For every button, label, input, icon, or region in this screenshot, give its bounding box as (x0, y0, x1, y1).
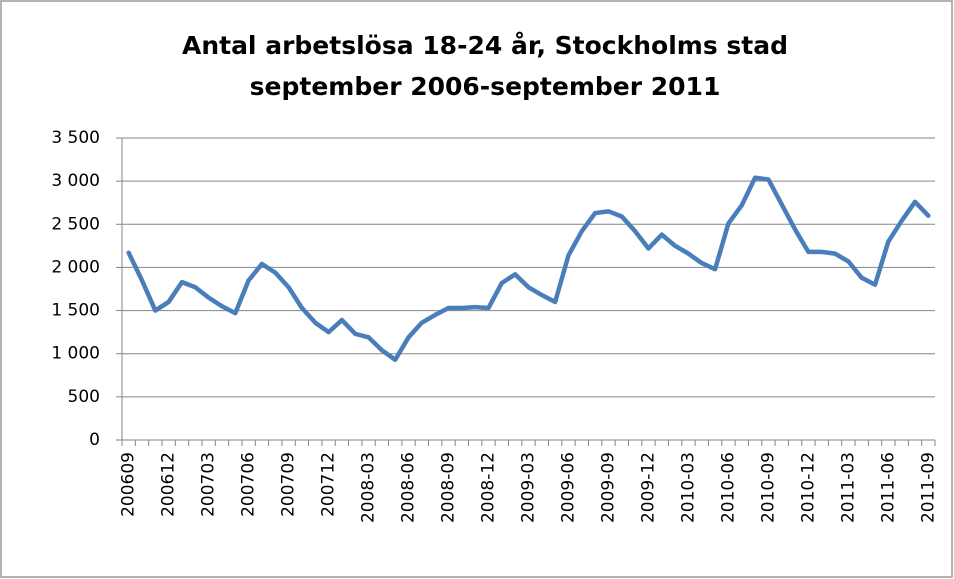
y-tick-label: 3 000 (51, 171, 100, 191)
x-tick-label: 2010-12 (798, 452, 818, 523)
x-tick-label: 2010-03 (678, 452, 698, 523)
x-tick-label: 200609 (119, 452, 139, 517)
x-tick-label: 200709 (279, 452, 299, 517)
x-tick-label: 200712 (319, 452, 339, 517)
x-tick-label: 2009-12 (638, 452, 658, 523)
chart-title: Antal arbetslösa 18-24 år, Stockholms st… (182, 31, 788, 60)
y-tick-label: 0 (89, 430, 100, 450)
x-tick-label: 2009-06 (558, 452, 578, 523)
x-tick-label: 2008-12 (479, 452, 499, 523)
y-tick-label: 2 000 (51, 257, 100, 277)
chart-subtitle: september 2006-september 2011 (250, 72, 721, 101)
x-tick-label: 2008-09 (439, 452, 459, 523)
x-tick-label: 200612 (159, 452, 179, 517)
x-tick-label: 2011-09 (918, 452, 938, 523)
y-tick-label: 3 500 (51, 128, 100, 148)
x-tick-label: 2010-06 (718, 452, 738, 523)
y-tick-label: 2 500 (51, 214, 100, 234)
x-tick-label: 200706 (239, 452, 259, 517)
x-tick-label: 2010-09 (758, 452, 778, 523)
x-tick-label: 2009-03 (519, 452, 539, 523)
x-tick-label: 2011-06 (878, 452, 898, 523)
x-tick-label: 2008-03 (359, 452, 379, 523)
data-line (126, 175, 931, 362)
y-tick-label: 1 000 (51, 344, 100, 364)
x-tick-label: 200703 (199, 452, 219, 517)
y-tick-label: 500 (68, 387, 100, 407)
x-tick-label: 2009-09 (598, 452, 618, 523)
y-tick-label: 1 500 (51, 301, 100, 321)
x-tick-label: 2011-03 (838, 452, 858, 523)
x-tick-label: 2008-06 (399, 452, 419, 523)
